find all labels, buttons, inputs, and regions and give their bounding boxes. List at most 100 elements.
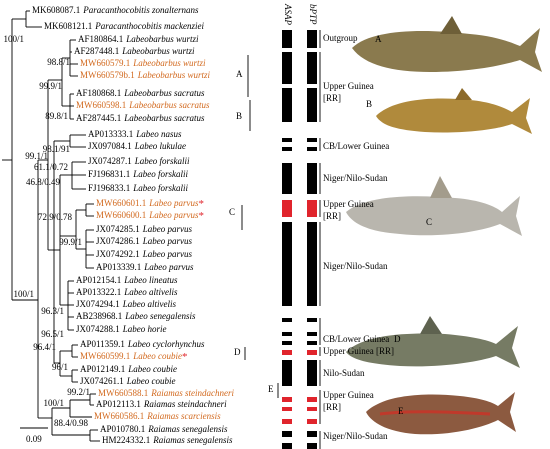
species-bar <box>307 52 317 84</box>
taxon-label: AP012113.1 Raiamas steindachneri <box>96 399 227 409</box>
taxon-label: AP013333.1 Labeo nasus <box>88 129 182 139</box>
taxon-label: MK608087.1 Paracanthocobitis zonalternans <box>32 5 199 15</box>
species-bar <box>282 318 292 322</box>
support-label: 88.4/0.98 <box>54 418 89 428</box>
species: Raiamas senegalensis <box>152 435 233 445</box>
region-label: Upper Guinea [RR] <box>323 346 394 356</box>
taxon-label: JX074294.1 Labeo altivelis <box>76 299 177 309</box>
species-bar <box>282 443 292 449</box>
species-bar <box>307 318 317 322</box>
taxon-label: AF180868.1 Labeobarbus sacratus <box>76 88 205 98</box>
species: Labeo parvus <box>142 249 193 259</box>
taxon-label: MW660588.1 Raiamas steindachneri <box>98 388 234 398</box>
accession: AP013333.1 <box>88 129 133 139</box>
accession: AP013339.1 <box>96 262 141 272</box>
species: Labeo lukulae <box>134 141 186 151</box>
accession: AP010780.1 <box>100 424 145 434</box>
support-label: 98.1/91 <box>43 144 70 154</box>
species-bar <box>282 222 292 306</box>
species-bar <box>282 163 292 194</box>
taxon-label: JX074261.1 Labeo coubie <box>80 376 176 386</box>
species: Labeo forskalii <box>134 156 190 166</box>
accession: MW660579.1 <box>80 58 130 68</box>
species-bar <box>307 163 317 194</box>
accession: AB238968.1 <box>76 311 122 321</box>
species: Labeo coubie <box>132 351 182 361</box>
photo-a <box>352 16 542 72</box>
support-label: 96.4/1 <box>33 342 56 352</box>
region-label: CB/Lower Guinea <box>323 141 389 151</box>
species: Labeo parvus <box>142 236 193 246</box>
taxon-label: JX074286.1 Labeo parvus <box>96 236 193 246</box>
taxon-label: MW660598.1 Labeobarbus sacratus <box>76 100 210 110</box>
species: Labeo parvus <box>142 224 193 234</box>
species: Raiamas scarciensis <box>146 411 221 421</box>
species-bar <box>307 407 317 411</box>
taxon-label: JX097084.1 Labeo lukulae <box>88 141 186 151</box>
taxon-label: MW660579b.1 Labeobarbus wurtzi <box>80 70 211 80</box>
region-label: [RR] <box>323 93 341 103</box>
species: Labeobarbus wurtzi <box>132 58 206 68</box>
region-label: [RR] <box>323 211 341 221</box>
clade-letter: D <box>234 347 241 357</box>
accession: MW660600.1 <box>96 210 146 220</box>
species-bar <box>282 52 292 84</box>
species-bar <box>307 419 317 424</box>
species: Paracanthocobitis mackenziei <box>94 21 204 31</box>
species-bar <box>307 30 317 48</box>
species: Labeobarbus sacratus <box>123 88 205 98</box>
taxon-label: MW660599.1 Labeo coubie* <box>80 351 188 363</box>
region-label: CB/Lower Guinea <box>323 334 389 344</box>
accession: JX074261.1 <box>80 376 124 386</box>
species-bar <box>282 30 292 48</box>
accession: MW660586.1 <box>94 411 144 421</box>
taxon-label: JX074288.1 Labeo horie <box>76 324 167 334</box>
species: Labeo forskalii <box>132 169 188 179</box>
photo-c <box>346 176 522 236</box>
taxon-label: MW660579.1 Labeobarbus wurtzi <box>80 58 206 68</box>
clade-letter: E <box>268 384 274 394</box>
taxon-label: AF287445.1 Labeobarbus sacratus <box>76 113 205 123</box>
species: Labeo lineatus <box>123 275 178 285</box>
taxon-label: AP012154.1 Labeo lineatus <box>76 275 178 285</box>
region-label: Nilo-Sudan <box>323 368 365 378</box>
taxon-label: JX074292.1 Labeo parvus <box>96 249 193 259</box>
species-bar <box>282 341 292 345</box>
taxon-label: AP011359.1 Labeo cyclorhynchus <box>80 339 205 349</box>
photo-letter: E <box>398 406 404 416</box>
accession: MW660599.1 <box>80 351 130 361</box>
species: Labeo cyclorhynchus <box>127 339 205 349</box>
taxon-label: MW660600.1 Labeo parvus* <box>96 210 204 222</box>
species-bar <box>307 332 317 336</box>
taxon-label: FJ196831.1 Labeo forskalii <box>88 169 189 179</box>
accession: JX074286.1 <box>96 236 140 246</box>
species-bar <box>307 443 317 449</box>
species-bar <box>307 397 317 402</box>
species: Labeo forskalii <box>132 183 188 193</box>
species-bar <box>282 360 292 386</box>
region-label: Niger/Nilo-Sudan <box>323 173 388 183</box>
column-header: bPTP <box>308 4 318 25</box>
taxon-label: JX074287.1 Labeo forskalii <box>88 156 190 166</box>
accession: FJ196831.1 <box>88 169 130 179</box>
accession: JX074292.1 <box>96 249 140 259</box>
species: Labeo nasus <box>135 129 182 139</box>
species-bar <box>307 341 317 345</box>
taxon-label: JX074285.1 Labeo parvus <box>96 224 193 234</box>
accession: JX097084.1 <box>88 141 132 151</box>
support-label: 72.9/0.78 <box>38 212 73 222</box>
photo-e <box>366 392 516 435</box>
photo-letter: D <box>394 334 401 344</box>
support-label: 96/1 <box>52 362 68 372</box>
taxon-label: AP013322.1 Labeo altivelis <box>76 287 178 297</box>
support-label: 99.2/1 <box>67 387 90 397</box>
clade-letter: C <box>229 207 235 217</box>
species-bar <box>307 222 317 306</box>
species: Paracanthocobitis zonalternans <box>82 5 199 15</box>
species: Labeobarbus wurtzi <box>137 70 211 80</box>
accession: AF287445.1 <box>76 113 121 123</box>
accession: AP013322.1 <box>76 287 121 297</box>
species-bar <box>307 350 317 355</box>
accession: MW660601.1 <box>96 198 146 208</box>
taxon-label: AP013339.1 Labeo parvus <box>96 262 194 272</box>
